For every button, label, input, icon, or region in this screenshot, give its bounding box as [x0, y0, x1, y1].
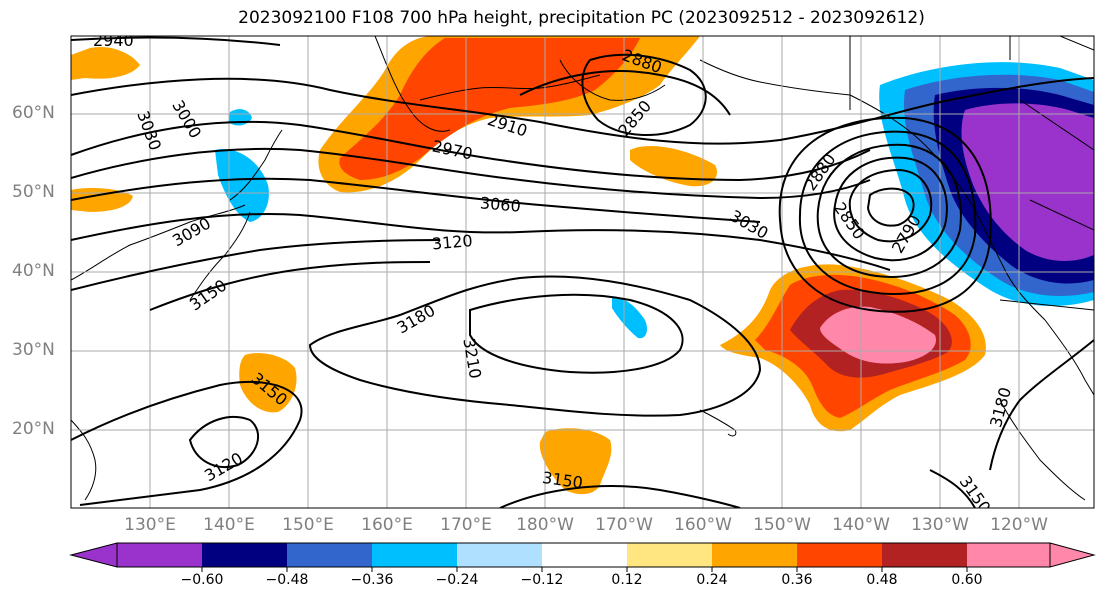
colorbar-segment — [967, 543, 1050, 567]
lon-label: 140°E — [203, 515, 255, 535]
colorbar-segment — [797, 543, 882, 567]
lon-label: 160°W — [674, 515, 732, 535]
colorbar-segment — [1049, 542, 1096, 568]
colorbar-tick-label: −0.48 — [265, 572, 309, 588]
colorbar-segment — [712, 543, 797, 567]
lon-label: 130°E — [124, 515, 176, 535]
lat-label: 30°N — [12, 340, 55, 360]
map-area: 2940 3030 3000 2880 2850 2910 2970 3060 … — [71, 31, 1094, 508]
lon-label: 150°E — [282, 515, 334, 535]
colorbar-tick-label: −0.24 — [435, 572, 479, 588]
lon-label: 180°W — [516, 515, 574, 535]
colorbar-tick-label: −0.12 — [520, 572, 564, 588]
colorbar-tick-label: −0.36 — [350, 572, 394, 588]
colorbar-segment — [287, 543, 372, 567]
lon-label: 130°W — [911, 515, 969, 535]
gridlines — [71, 36, 1094, 508]
contour-label: 3120 — [431, 231, 473, 253]
colorbar-segment — [202, 543, 287, 567]
colorbar-segment — [627, 543, 712, 567]
colorbar-tick-label: 0.60 — [951, 572, 983, 588]
colorbar-segment — [457, 543, 542, 567]
colorbar-segment — [372, 543, 457, 567]
height-contours — [71, 36, 1094, 508]
lon-label: 120°W — [990, 515, 1048, 535]
colorbar-tick-label: 0.36 — [781, 572, 813, 588]
lat-label: 40°N — [12, 261, 55, 281]
lon-label: 140°W — [832, 515, 890, 535]
contour-label: 2940 — [93, 31, 134, 50]
lon-label: 150°W — [753, 515, 811, 535]
colorbar-tick-label: 0.12 — [611, 572, 643, 588]
colorbar-tick-label: 0.48 — [866, 572, 898, 588]
positive-anomaly-region — [71, 36, 986, 495]
colorbar-segment — [882, 543, 967, 567]
map-frame — [70, 35, 1095, 509]
colorbar-tick-label: −0.60 — [180, 572, 224, 588]
lon-label: 160°E — [361, 515, 413, 535]
colorbar-segment — [117, 543, 202, 567]
colorbar-segment — [542, 543, 627, 567]
colorbar-segment — [69, 542, 118, 568]
colorbar-tick-label: 0.24 — [696, 572, 728, 588]
lon-label: 170°W — [595, 515, 653, 535]
contour-label: 3060 — [479, 193, 521, 215]
lat-label: 60°N — [12, 103, 55, 123]
lat-label: 20°N — [12, 419, 55, 439]
colorbar — [69, 542, 1096, 572]
lat-label: 50°N — [12, 182, 55, 202]
map-title: 2023092100 F108 700 hPa height, precipit… — [238, 8, 925, 28]
lon-label: 170°E — [440, 515, 492, 535]
